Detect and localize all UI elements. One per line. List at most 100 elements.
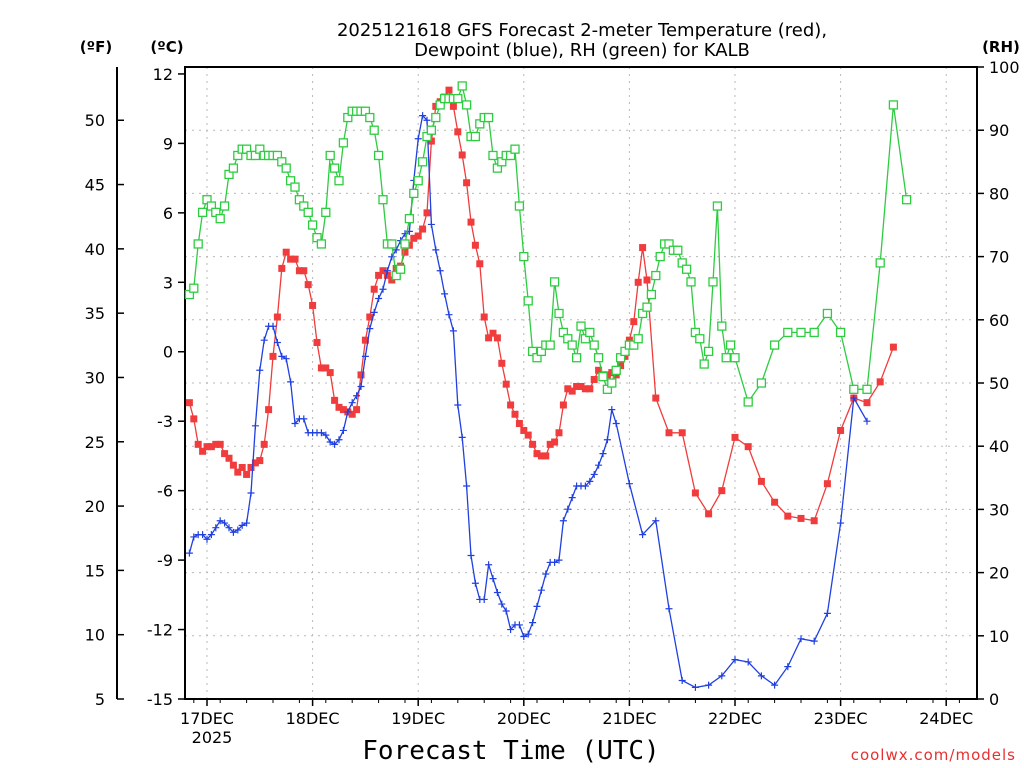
dewpoint-point <box>691 683 699 691</box>
year-label: 2025 <box>192 728 233 747</box>
rh-point <box>470 131 481 142</box>
rh-tick-label: 80 <box>989 184 1009 203</box>
dewpoint-point <box>458 433 466 441</box>
rh-point <box>281 163 291 173</box>
rh-tick-label: 10 <box>989 627 1009 646</box>
temperature-point <box>322 364 330 372</box>
dewpoint-point <box>432 246 440 254</box>
rh-point <box>365 112 375 123</box>
rh-point <box>303 207 313 218</box>
celsius-tick-label: -12 <box>147 621 173 640</box>
x-tick-label: 19DEC <box>391 709 445 728</box>
celsius-tick-label: -3 <box>157 412 173 431</box>
rh-point <box>316 239 327 249</box>
temperature-point <box>445 86 453 94</box>
temperature-point <box>678 429 686 437</box>
temperature-point <box>617 362 625 370</box>
dewpoint-point <box>863 417 871 425</box>
fahrenheit-tick-label: 30 <box>85 368 105 387</box>
dewpoint-point <box>480 595 488 603</box>
dewpoint-point <box>757 672 765 680</box>
temperature-point <box>335 403 343 411</box>
rh-tick-label: 0 <box>989 690 999 709</box>
temperature-point <box>278 264 286 272</box>
dewpoint-point <box>498 600 506 608</box>
temperature-point <box>823 480 831 488</box>
temperature-point <box>339 406 347 414</box>
fahrenheit-tick-label: 20 <box>85 497 105 516</box>
temperature-point <box>586 385 594 393</box>
temperature-point <box>317 364 325 372</box>
temperature-point <box>537 452 545 460</box>
temperature-point <box>449 102 457 110</box>
dewpoint-point <box>542 570 550 578</box>
dewpoint-point <box>353 392 361 400</box>
temperature-point <box>269 352 277 360</box>
temperature-point <box>221 450 229 458</box>
fahrenheit-tick-label: 25 <box>85 433 105 452</box>
temperature-point <box>414 232 422 240</box>
temperature-point <box>212 440 220 448</box>
temperature-point <box>225 454 233 462</box>
temperature-point <box>731 433 739 441</box>
rh-point <box>585 327 595 338</box>
temperature-point <box>458 151 466 159</box>
temperature-point <box>199 447 207 455</box>
rh-point <box>519 251 529 262</box>
temperature-point <box>546 440 554 448</box>
temperature-point <box>203 443 211 451</box>
dewpoint-point <box>652 517 660 525</box>
dewpoint-point <box>427 220 435 228</box>
rh-unit-label: (RH) <box>982 38 1020 56</box>
dewpoint-point <box>348 399 356 407</box>
rh-point <box>457 81 467 91</box>
temperature-point <box>467 218 475 226</box>
dewpoint-point <box>744 658 752 666</box>
chart-title-line2: Dewpoint (blue), RH (green) for KALB <box>414 40 750 61</box>
dewpoint-point <box>471 579 479 587</box>
rh-point <box>369 125 379 135</box>
dewpoint-point <box>718 672 726 680</box>
rh-point <box>378 195 388 205</box>
temperature-point <box>507 401 515 409</box>
rh-point <box>395 264 406 274</box>
rh-tick-label: 40 <box>989 437 1009 456</box>
rh-point <box>228 163 239 173</box>
dewpoint-point <box>520 632 528 640</box>
dewpoint-point <box>225 524 233 532</box>
rh-point <box>387 239 397 249</box>
dewpoint-point <box>850 394 858 402</box>
temperature-point <box>229 461 237 469</box>
dewpoint-point <box>370 308 378 316</box>
dewpoint-point <box>603 436 611 444</box>
dewpoint-point <box>256 366 264 374</box>
temperature-point <box>265 406 273 414</box>
dewpoint-point <box>243 519 251 527</box>
fahrenheit-tick-label: 10 <box>85 626 105 645</box>
temperature-point <box>207 443 215 451</box>
dewpoint-point <box>590 470 598 478</box>
rh-point <box>783 327 793 338</box>
rh-point <box>756 378 767 388</box>
dewpoint-point <box>282 355 290 363</box>
dewpoint-point <box>322 431 330 439</box>
temperature-point <box>564 385 572 393</box>
dewpoint-point <box>366 325 374 333</box>
rh-point <box>712 201 723 211</box>
rh-point <box>809 327 819 338</box>
celsius-tick-label: 12 <box>153 65 173 84</box>
temperature-point <box>423 209 431 217</box>
temperature-point <box>238 463 246 471</box>
rh-point <box>822 308 833 319</box>
dewpoint-point <box>507 626 515 634</box>
rh-point <box>699 359 709 369</box>
rh-point <box>862 384 872 394</box>
dewpoint-point <box>326 438 334 446</box>
x-tick-label: 24DEC <box>919 709 973 728</box>
temperature-point <box>304 281 312 289</box>
rh-point <box>549 277 560 287</box>
temperature-point <box>863 399 871 407</box>
temperature-point <box>260 440 268 448</box>
fahrenheit-tick-label: 5 <box>95 690 105 709</box>
temperature-point <box>309 301 317 309</box>
